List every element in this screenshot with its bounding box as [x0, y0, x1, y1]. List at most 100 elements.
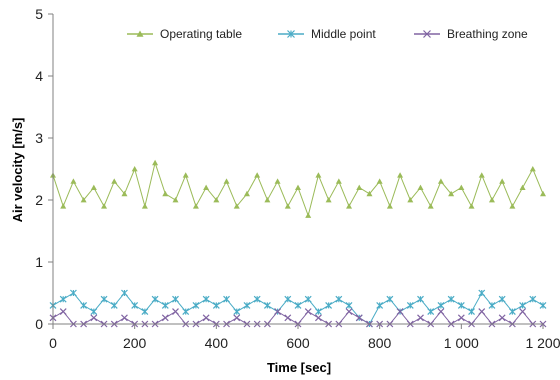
data-point — [60, 203, 67, 209]
data-point — [478, 289, 486, 297]
data-point — [192, 203, 199, 209]
data-point — [90, 184, 97, 190]
series-operating-table — [50, 159, 546, 218]
x-tick-label: 1 000 — [444, 335, 479, 351]
data-point — [172, 197, 179, 203]
data-point — [304, 308, 312, 316]
data-point — [335, 295, 343, 303]
series-layer — [49, 159, 547, 328]
data-point — [131, 301, 139, 309]
data-point — [69, 289, 77, 297]
data-point — [152, 159, 159, 166]
data-point — [346, 203, 353, 209]
data-point — [161, 301, 169, 309]
data-point — [131, 166, 138, 172]
legend-label: Operating table — [160, 27, 242, 41]
data-point — [274, 308, 282, 316]
data-point — [212, 301, 220, 309]
data-point-stroke — [355, 314, 363, 322]
data-point — [468, 308, 475, 316]
x-axis-title: Time [sec] — [267, 360, 331, 375]
data-point-stroke — [202, 314, 210, 322]
data-point — [314, 314, 322, 322]
data-point — [304, 295, 312, 303]
data-point — [478, 308, 486, 316]
data-point — [172, 295, 179, 303]
data-point — [540, 190, 546, 197]
y-tick-label: 1 — [35, 254, 43, 270]
data-point — [162, 190, 169, 197]
data-point — [437, 308, 445, 316]
data-point — [345, 308, 353, 316]
data-point — [284, 295, 292, 303]
data-point — [498, 314, 506, 322]
data-point-stroke — [478, 308, 486, 316]
data-point — [314, 308, 322, 316]
series-middle-point — [49, 289, 547, 328]
data-point-stroke — [457, 314, 465, 322]
data-point — [376, 301, 384, 309]
data-point — [529, 295, 537, 303]
x-tick-label: 200 — [123, 335, 147, 351]
data-point-stroke — [59, 308, 67, 316]
legend-marker-stroke — [423, 30, 431, 38]
data-point — [294, 301, 302, 309]
data-point — [243, 190, 250, 197]
data-point — [376, 178, 383, 184]
data-point — [335, 178, 342, 184]
data-point — [397, 172, 404, 178]
data-point — [202, 314, 210, 322]
data-point — [284, 203, 291, 209]
data-point — [295, 184, 301, 190]
data-point — [121, 190, 128, 197]
data-point — [254, 172, 261, 178]
data-point — [121, 314, 128, 322]
data-point — [121, 289, 128, 297]
data-point — [417, 184, 424, 190]
data-point — [141, 308, 149, 316]
data-point — [141, 203, 148, 209]
data-point — [264, 197, 271, 203]
data-point — [325, 301, 333, 309]
data-point — [417, 314, 424, 322]
data-point — [274, 178, 281, 184]
data-point — [427, 203, 434, 209]
data-point-stroke — [284, 314, 292, 322]
data-point — [192, 301, 200, 309]
data-point — [396, 308, 404, 316]
data-point-stroke — [233, 314, 241, 322]
data-point — [59, 295, 67, 303]
x-tick-label: 400 — [205, 335, 229, 351]
data-point — [345, 301, 353, 309]
y-tick-label: 4 — [35, 68, 43, 84]
data-point — [90, 308, 98, 316]
legend-label: Middle point — [311, 27, 376, 41]
y-axis-title: Air velocity [m/s] — [10, 118, 25, 223]
data-point — [498, 295, 506, 303]
data-point — [508, 308, 516, 316]
data-point — [509, 203, 516, 209]
data-point-stroke — [345, 308, 353, 316]
x-tick-label: 1 200 — [525, 335, 560, 351]
data-point — [80, 197, 87, 203]
data-point-stroke — [274, 308, 282, 316]
legend-label: Breathing zone — [447, 27, 528, 41]
legend-marker — [287, 30, 295, 38]
data-point — [519, 301, 527, 309]
data-point — [161, 314, 169, 322]
y-tick-label: 0 — [35, 316, 43, 332]
data-point — [213, 197, 220, 203]
data-point — [59, 308, 67, 316]
data-point — [488, 301, 496, 309]
data-point-stroke — [161, 314, 169, 322]
data-point — [457, 301, 465, 309]
data-point-stroke — [396, 308, 404, 316]
data-point — [101, 203, 108, 209]
data-point — [519, 308, 527, 316]
data-point — [253, 295, 261, 303]
data-point — [386, 295, 394, 303]
legend-marker — [136, 30, 144, 37]
data-point — [111, 178, 118, 184]
